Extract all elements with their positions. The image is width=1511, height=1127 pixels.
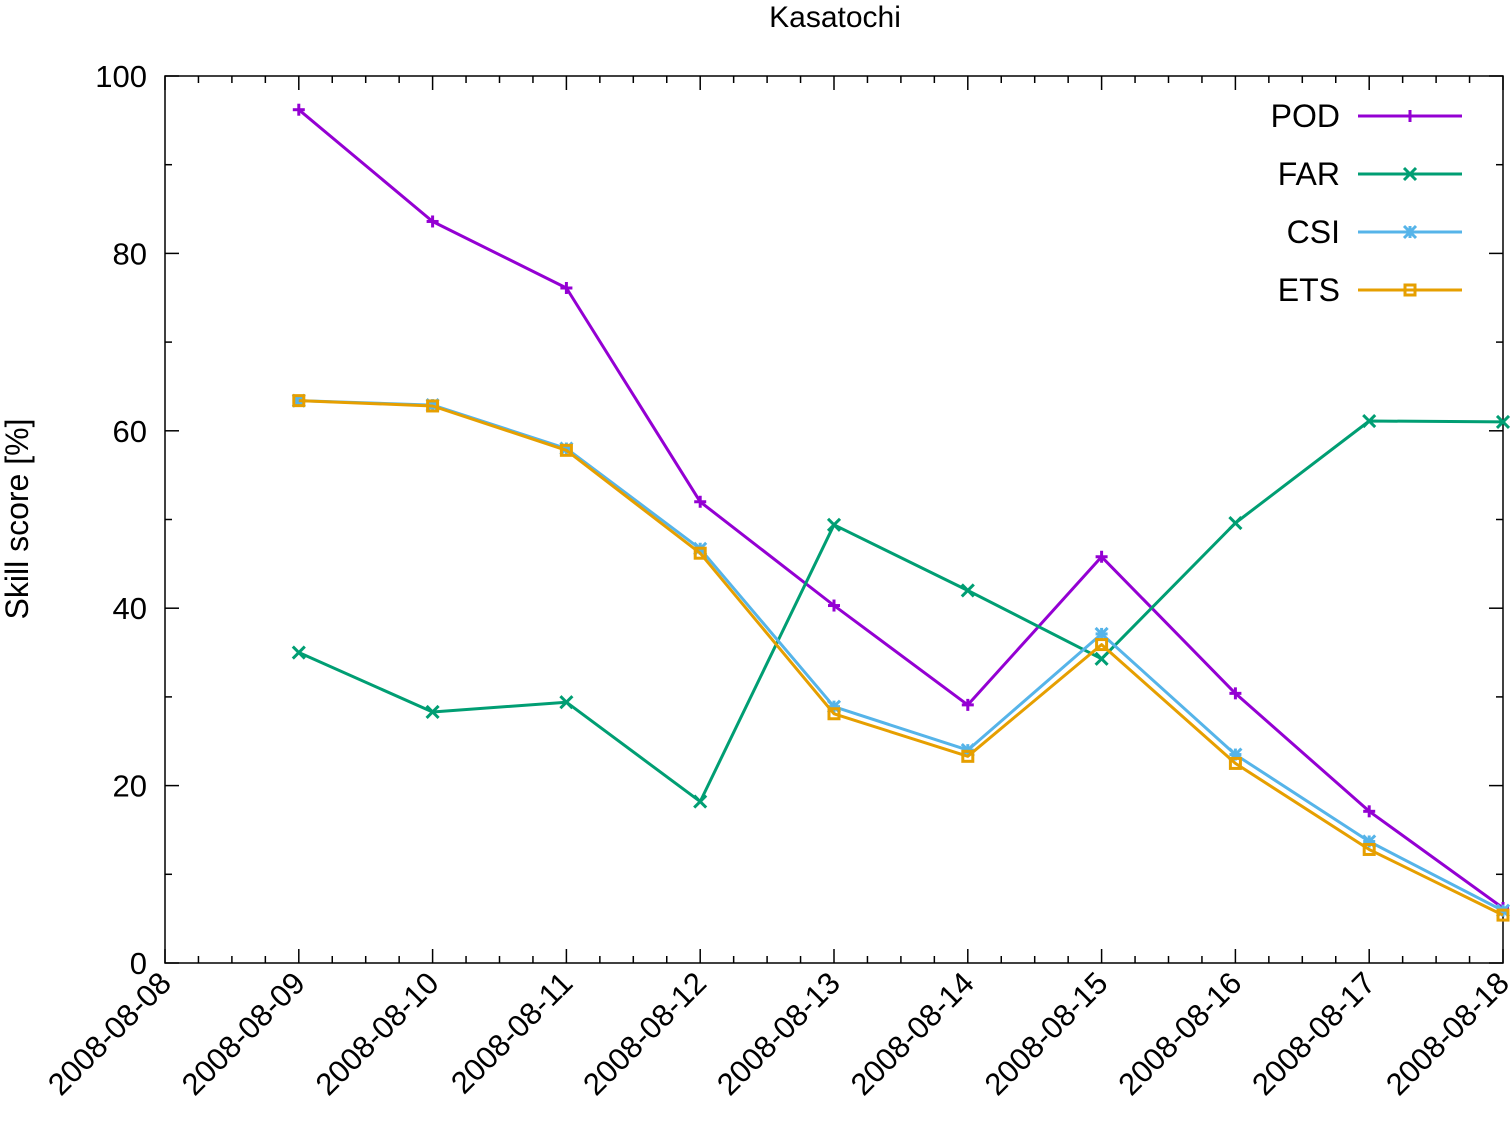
marker-stroke [693,546,707,560]
x-tick-label: 2008-08-14 [844,965,981,1102]
series-line-far [298,419,1504,804]
plot-border [164,75,1504,964]
legend-label-csi: CSI [1287,214,1340,250]
data-point-far [1094,651,1109,666]
marker-stroke [827,707,841,721]
data-point-ets [1228,756,1242,770]
x-tick-label: 2008-08-10 [309,965,446,1102]
legend-entry-far: FAR [1278,156,1462,192]
data-point-ets [426,399,440,413]
data-point-pod [828,599,840,612]
data-point-pod [1229,687,1242,700]
marker-stroke [1403,283,1417,297]
y-tick-label: 20 [113,769,147,804]
marker-stroke [559,443,573,457]
data-point-pod [1095,550,1108,563]
marker-stroke [1228,756,1242,770]
marker-stroke [1094,626,1109,641]
data-point-pod [292,103,305,116]
marker-stroke [1362,842,1376,856]
x-tick-label: 2008-08-15 [978,965,1115,1102]
x-tick-label: 2008-08-13 [710,965,847,1102]
data-point-pod [560,281,573,294]
data-point-pod [961,698,974,711]
marker-stroke [1362,413,1377,429]
marker-stroke [960,583,975,598]
x-tick-label: 2008-08-11 [444,965,579,1100]
marker-stroke [559,695,574,710]
data-point-ets [559,443,573,457]
legend-entry-csi: CSI [1287,214,1462,250]
marker-stroke [292,394,306,408]
data-point-csi [1094,626,1109,641]
x-tick-label: 2008-08-12 [576,965,713,1102]
legend-label-pod: POD [1271,98,1340,134]
marker-stroke [826,517,842,532]
y-tick-label: 80 [113,236,147,271]
legend-marker-far [1402,166,1418,182]
x-tick-label: 2008-08-18 [1379,965,1511,1102]
data-point-far [960,583,975,598]
x-tick-label: 2008-08-08 [41,965,178,1102]
legend: POD FAR CSI ETS [1271,98,1462,308]
data-point-pod [426,215,439,228]
marker-stroke [1496,908,1510,922]
legend-entry-pod: POD [1271,98,1462,134]
y-tick-label: 40 [113,591,147,626]
series-line-pod [297,108,1504,910]
data-point-ets [1362,842,1376,856]
legend-marker-ets [1403,283,1417,297]
y-tick-label: 100 [95,59,147,94]
series-ets [292,394,1510,922]
series-line-ets [298,399,1504,917]
data-point-ets [693,546,707,560]
data-point-far [693,794,708,809]
marker-stroke [1095,638,1109,652]
data-point-pod [1363,805,1376,818]
data-point-far [559,695,574,710]
legend-entry-ets: ETS [1278,272,1462,308]
y-tick-label: 60 [113,414,147,449]
y-axis-label: Skill score [%] [0,419,35,620]
data-point-far [1495,414,1511,429]
marker-stroke [426,399,440,413]
series-far [291,413,1511,809]
marker-stroke [1402,224,1418,240]
data-point-ets [292,394,306,408]
legend-label-ets: ETS [1278,272,1340,308]
data-point-pod [694,495,707,508]
legend-marker-pod [1404,110,1416,122]
marker-stroke [961,749,975,763]
legend-marker-csi [1402,224,1418,240]
data-point-ets [1095,638,1109,652]
marker-stroke [425,704,440,720]
series-group [291,103,1511,922]
data-point-far [1228,515,1243,531]
data-point-far [826,517,842,532]
x-tick-label: 2008-08-16 [1111,965,1248,1102]
chart-title: Kasatochi [769,1,901,34]
data-point-ets [961,749,975,763]
marker-stroke [1094,651,1109,666]
x-tick-label: 2008-08-09 [175,965,312,1102]
data-point-far [1362,413,1377,429]
legend-label-far: FAR [1278,156,1340,192]
data-point-ets [827,707,841,721]
data-point-ets [1496,908,1510,922]
marker-stroke [1495,414,1511,429]
marker-stroke [291,645,306,660]
marker-stroke [693,794,708,809]
marker-stroke [1228,515,1243,531]
data-point-far [291,645,306,660]
marker-stroke [1402,166,1418,182]
x-tick-label: 2008-08-17 [1245,965,1382,1102]
y-tick-label: 0 [130,946,147,981]
data-point-far [425,704,440,720]
